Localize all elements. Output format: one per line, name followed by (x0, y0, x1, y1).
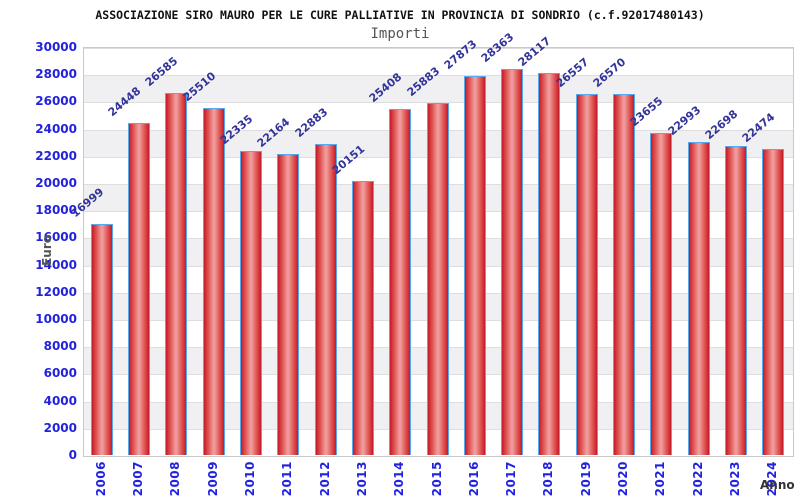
chart-title: ASSOCIAZIONE SIRO MAURO PER LE CURE PALL… (95, 8, 705, 22)
x-tick-label: 2020 (616, 461, 631, 497)
y-tick-label: 10000 (35, 312, 77, 326)
bar-2014 (389, 109, 412, 455)
y-tick-label: 4000 (43, 393, 77, 408)
x-tick-label: 2010 (242, 461, 257, 497)
x-tick-label: 2013 (354, 461, 369, 497)
y-tick-label: 12000 (35, 284, 77, 299)
bar-2020 (613, 93, 636, 455)
x-tick-label: 2009 (205, 461, 220, 497)
y-tick-label: 14000 (35, 257, 77, 272)
bar-2009 (202, 108, 225, 455)
bar-2007 (127, 122, 150, 455)
x-tick-label: 2023 (728, 461, 743, 497)
bar-2015 (426, 102, 449, 455)
y-tick-label: 22000 (35, 148, 77, 163)
y-tick-label: 24000 (35, 121, 77, 136)
x-tick-label: 2017 (504, 461, 519, 497)
grid-line (84, 102, 793, 104)
y-tick-label: 8000 (43, 339, 77, 354)
bar-2016 (463, 75, 486, 455)
plot-band (84, 75, 793, 103)
bar-2011 (277, 153, 300, 455)
x-axis-title: Anno (760, 478, 795, 492)
y-tick-label: 0 (68, 448, 77, 462)
grid-line (84, 48, 793, 49)
x-tick-label: 2021 (653, 461, 668, 497)
x-tick-label: 2014 (392, 461, 407, 497)
x-tick-label: 2008 (168, 461, 183, 497)
chart-subtitle: Importi (370, 26, 430, 42)
x-tick-label: 2006 (93, 461, 108, 497)
bar-2012 (314, 143, 337, 455)
x-tick-label: 2007 (130, 461, 145, 497)
x-tick-label: 2012 (317, 461, 332, 497)
y-tick-label: 20000 (35, 176, 77, 190)
bar-2024 (762, 149, 785, 455)
x-tick-label: 2015 (429, 461, 444, 497)
bar-2018 (538, 72, 561, 455)
bar-2022 (687, 142, 710, 455)
bar-2013 (351, 180, 374, 455)
x-tick-label: 2019 (578, 461, 593, 497)
grid-line (84, 75, 793, 77)
y-tick-label: 2000 (43, 420, 77, 435)
y-axis-title: Euro (40, 235, 54, 266)
y-tick-label: 26000 (35, 94, 77, 109)
y-tick-label: 30000 (35, 40, 77, 54)
bar-2023 (725, 146, 748, 455)
bar-2006 (90, 223, 113, 455)
y-tick-label: 18000 (35, 203, 77, 218)
y-tick-label: 16000 (35, 230, 77, 245)
bar-2008 (165, 93, 188, 455)
bar-2021 (650, 133, 673, 455)
x-tick-label: 2011 (280, 461, 295, 497)
bar-2010 (239, 151, 262, 455)
x-tick-label: 2022 (690, 461, 705, 497)
y-tick-label: 6000 (43, 366, 77, 381)
bar-2017 (501, 69, 524, 455)
bar-2019 (575, 93, 598, 455)
x-tick-label: 2016 (466, 461, 481, 497)
y-tick-label: 28000 (35, 67, 77, 82)
x-tick-label: 2018 (541, 461, 556, 497)
